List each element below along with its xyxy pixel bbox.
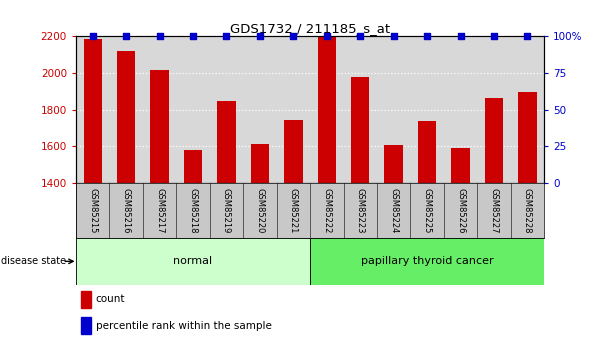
- Point: [355, 33, 365, 39]
- Bar: [150, 70, 169, 183]
- Text: GSM85216: GSM85216: [122, 188, 131, 233]
- Text: GSM85221: GSM85221: [289, 188, 298, 233]
- Text: GSM85227: GSM85227: [489, 188, 499, 233]
- Text: GSM85223: GSM85223: [356, 188, 365, 233]
- Point: [121, 33, 131, 39]
- Text: GSM85224: GSM85224: [389, 188, 398, 233]
- Point: [389, 33, 398, 39]
- Text: papillary thyroid cancer: papillary thyroid cancer: [361, 256, 494, 266]
- Bar: [384, 145, 403, 183]
- Bar: [76, 238, 310, 285]
- Text: disease state: disease state: [1, 256, 66, 266]
- Point: [422, 33, 432, 39]
- Bar: [518, 92, 537, 183]
- Bar: [217, 101, 236, 183]
- Point: [221, 33, 231, 39]
- Point: [288, 33, 298, 39]
- Bar: [485, 98, 503, 183]
- Text: GSM85220: GSM85220: [255, 188, 264, 233]
- Bar: [310, 238, 544, 285]
- Bar: [418, 120, 437, 183]
- Text: GSM85219: GSM85219: [222, 188, 231, 233]
- Bar: [184, 150, 202, 183]
- Bar: [351, 78, 370, 183]
- Text: GSM85215: GSM85215: [88, 188, 97, 233]
- Bar: [81, 317, 91, 334]
- Text: normal: normal: [173, 256, 213, 266]
- Bar: [83, 39, 102, 183]
- Bar: [250, 144, 269, 183]
- Point: [154, 33, 164, 39]
- Bar: [81, 290, 91, 308]
- Text: GSM85217: GSM85217: [155, 188, 164, 233]
- Point: [322, 33, 331, 39]
- Text: GSM85228: GSM85228: [523, 188, 532, 233]
- Text: GSM85225: GSM85225: [423, 188, 432, 233]
- Bar: [451, 148, 470, 183]
- Point: [255, 33, 264, 39]
- Point: [188, 33, 198, 39]
- Text: GSM85222: GSM85222: [322, 188, 331, 233]
- Text: count: count: [95, 294, 125, 304]
- Bar: [284, 120, 303, 183]
- Point: [88, 33, 97, 39]
- Bar: [117, 51, 136, 183]
- Point: [455, 33, 465, 39]
- Title: GDS1732 / 211185_s_at: GDS1732 / 211185_s_at: [230, 22, 390, 35]
- Point: [522, 33, 532, 39]
- Text: percentile rank within the sample: percentile rank within the sample: [95, 321, 272, 331]
- Bar: [317, 37, 336, 183]
- Text: GSM85218: GSM85218: [188, 188, 198, 233]
- Point: [489, 33, 499, 39]
- Text: GSM85226: GSM85226: [456, 188, 465, 233]
